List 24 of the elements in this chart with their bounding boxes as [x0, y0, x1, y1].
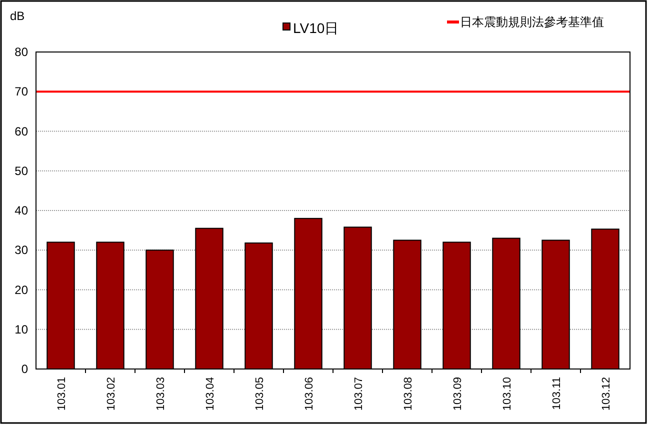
y-axis-title: dB [10, 9, 25, 23]
y-tick-label: 10 [14, 322, 28, 336]
x-tick-label: 103.04 [204, 377, 216, 411]
x-tick-label: 103.08 [402, 377, 414, 411]
x-tick-label: 103.02 [105, 377, 118, 411]
legend-label: LV10日 [293, 20, 339, 36]
x-tick-label: 103.10 [501, 377, 514, 411]
y-tick-label: 60 [14, 124, 28, 138]
x-tick-label: 103.09 [452, 377, 464, 411]
y-tick-label: 0 [21, 362, 28, 376]
y-tick-label: 50 [14, 164, 28, 178]
y-tick-label: 20 [14, 282, 28, 297]
x-tick-label: 103.11 [550, 377, 563, 410]
x-tick-label: 103.01 [56, 377, 68, 411]
y-tick-label: 40 [14, 204, 28, 218]
x-tick-label: 103.12 [600, 377, 612, 411]
y-tick-label: 30 [14, 243, 28, 258]
x-tick-label: 103.03 [154, 377, 167, 411]
y-tick-label: 70 [14, 84, 28, 99]
y-tick-label: 80 [14, 45, 28, 59]
legend-label: 日本震動規則法參考基準值 [460, 15, 604, 29]
x-tick-label: 103.05 [254, 377, 266, 411]
x-tick-label: 103.07 [352, 377, 365, 411]
x-tick-label: 103.06 [303, 377, 316, 411]
